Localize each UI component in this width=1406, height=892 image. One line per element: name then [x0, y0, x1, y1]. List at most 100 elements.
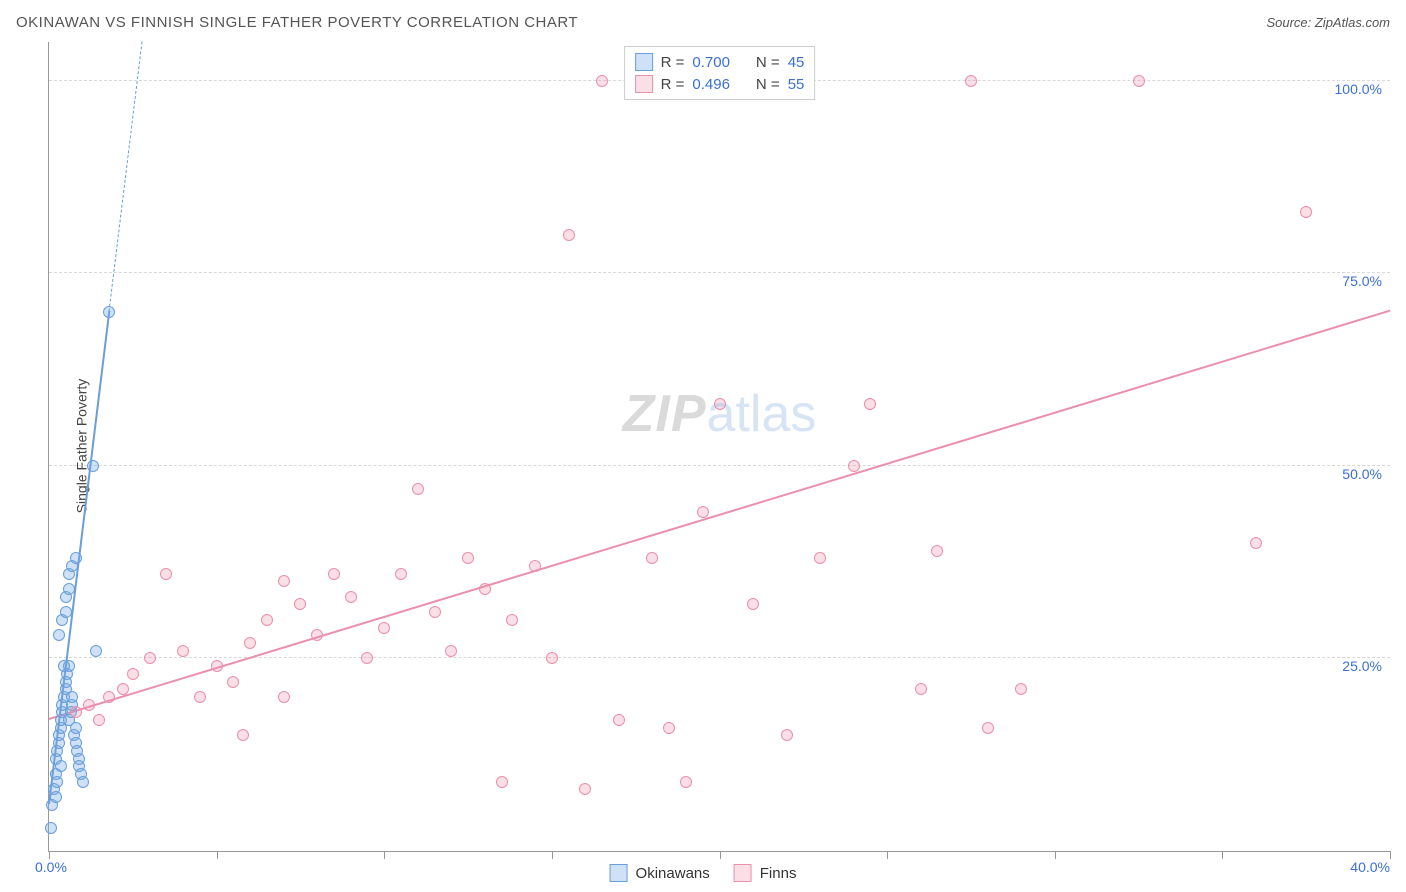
y-tick-label: 25.0% — [1342, 658, 1382, 674]
x-tick — [720, 851, 721, 859]
x-tick — [887, 851, 888, 859]
chart-plot-area: 25.0%50.0%75.0%100.0% ZIPatlas R =0.700N… — [48, 42, 1390, 852]
chart-title: OKINAWAN VS FINNISH SINGLE FATHER POVERT… — [16, 14, 578, 31]
data-point — [714, 398, 726, 410]
data-point — [1250, 537, 1262, 549]
gridline — [49, 465, 1390, 466]
data-point — [211, 660, 223, 672]
data-point — [70, 552, 82, 564]
data-point — [50, 791, 62, 803]
data-point — [496, 776, 508, 788]
data-point — [579, 783, 591, 795]
n-label: N = — [756, 54, 780, 71]
data-point — [90, 645, 102, 657]
data-point — [244, 637, 256, 649]
data-point — [70, 706, 82, 718]
x-tick — [552, 851, 553, 859]
data-point — [1300, 206, 1312, 218]
y-tick-label: 100.0% — [1335, 81, 1382, 97]
data-point — [1015, 683, 1027, 695]
data-point — [395, 568, 407, 580]
data-point — [596, 75, 608, 87]
data-point — [103, 306, 115, 318]
data-point — [160, 568, 172, 580]
data-point — [781, 729, 793, 741]
data-point — [53, 629, 65, 641]
y-tick-label: 50.0% — [1342, 466, 1382, 482]
data-point — [83, 699, 95, 711]
data-point — [529, 560, 541, 572]
n-value: 55 — [788, 76, 805, 93]
data-point — [93, 714, 105, 726]
data-point — [506, 614, 518, 626]
data-point — [294, 598, 306, 610]
data-point — [931, 545, 943, 557]
data-point — [915, 683, 927, 695]
data-point — [663, 722, 675, 734]
data-point — [462, 552, 474, 564]
data-point — [965, 75, 977, 87]
data-point — [261, 614, 273, 626]
data-point — [51, 776, 63, 788]
data-point — [445, 645, 457, 657]
data-point — [429, 606, 441, 618]
stats-legend: R = 0.700 N = 45 R = 0.496 N = 55 — [624, 46, 816, 100]
data-point — [278, 691, 290, 703]
data-point — [361, 652, 373, 664]
data-point — [194, 691, 206, 703]
legend-swatch — [734, 864, 752, 882]
r-value: 0.496 — [692, 76, 730, 93]
data-point — [982, 722, 994, 734]
data-point — [127, 668, 139, 680]
x-tick — [1390, 851, 1391, 859]
data-point — [563, 229, 575, 241]
data-point — [1133, 75, 1145, 87]
data-point — [103, 691, 115, 703]
data-point — [814, 552, 826, 564]
x-tick — [49, 851, 50, 859]
data-point — [117, 683, 129, 695]
source-credit: Source: ZipAtlas.com — [1266, 15, 1390, 30]
r-label: R = — [661, 76, 685, 93]
n-label: N = — [756, 76, 780, 93]
r-label: R = — [661, 54, 685, 71]
data-point — [864, 398, 876, 410]
x-axis-start-label: 0.0% — [35, 859, 67, 875]
legend-label: Finns — [760, 865, 797, 882]
data-point — [646, 552, 658, 564]
data-point — [227, 676, 239, 688]
legend-swatch — [635, 75, 653, 93]
legend-item: Finns — [734, 864, 797, 882]
gridline — [49, 272, 1390, 273]
legend-swatch — [635, 53, 653, 71]
data-point — [144, 652, 156, 664]
data-point — [328, 568, 340, 580]
data-point — [613, 714, 625, 726]
x-tick — [1222, 851, 1223, 859]
data-point — [63, 583, 75, 595]
x-tick — [217, 851, 218, 859]
n-value: 45 — [788, 54, 805, 71]
regression-line — [109, 41, 143, 311]
data-point — [311, 629, 323, 641]
legend-label: Okinawans — [636, 865, 710, 882]
data-point — [546, 652, 558, 664]
data-point — [412, 483, 424, 495]
legend-swatch — [610, 864, 628, 882]
x-tick — [1055, 851, 1056, 859]
y-tick-label: 75.0% — [1342, 273, 1382, 289]
data-point — [87, 460, 99, 472]
data-point — [45, 822, 57, 834]
data-point — [378, 622, 390, 634]
legend-stat-row: R = 0.496 N = 55 — [635, 73, 805, 95]
r-value: 0.700 — [692, 54, 730, 71]
x-tick — [384, 851, 385, 859]
legend-item: Okinawans — [610, 864, 710, 882]
legend-stat-row: R = 0.700 N = 45 — [635, 51, 805, 73]
x-axis-end-label: 40.0% — [1350, 859, 1390, 875]
data-point — [60, 606, 72, 618]
regression-line — [49, 310, 1391, 720]
series-legend: Okinawans Finns — [610, 864, 797, 882]
data-point — [680, 776, 692, 788]
data-point — [70, 722, 82, 734]
